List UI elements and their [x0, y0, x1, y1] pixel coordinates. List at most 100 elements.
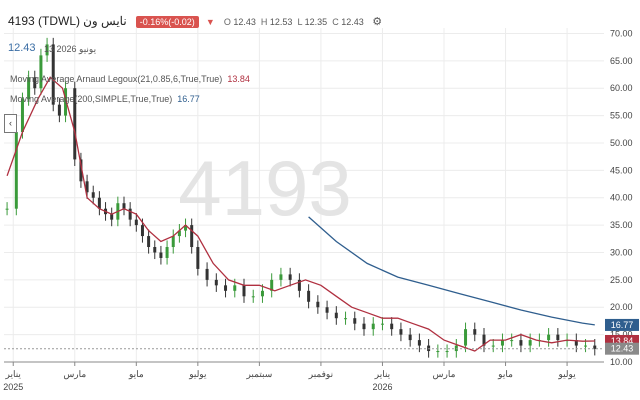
- y-tick-label: 60.00: [610, 83, 633, 93]
- candle-body: [390, 323, 394, 330]
- x-tick-label: سبتمبر: [245, 369, 272, 380]
- y-tick-label: 65.00: [610, 56, 633, 66]
- x-tick-label: مايو: [497, 369, 513, 380]
- candle-body: [5, 208, 9, 210]
- candle-body: [73, 88, 77, 160]
- x-tick-label: مارس: [63, 369, 86, 380]
- candle-body: [510, 340, 514, 342]
- alma-line: [6, 76, 595, 352]
- price-badge-ma2-text: 16.77: [611, 320, 634, 330]
- symbol-label: 4193 (TDWL): [8, 14, 81, 28]
- candle-body: [57, 104, 61, 116]
- candle-body: [464, 329, 468, 346]
- candle-body: [380, 323, 384, 325]
- candle-body: [334, 312, 338, 319]
- x-tick-label: يوليو: [188, 369, 207, 380]
- candle-body: [39, 55, 43, 89]
- y-tick-label: 50.00: [610, 138, 633, 148]
- candle-body: [547, 334, 551, 341]
- indicator-ma2-label: Moving Average(200,SIMPLE,True,True) 16.…: [10, 94, 200, 104]
- y-tick-label: 35.00: [610, 220, 633, 230]
- candle-body: [307, 290, 311, 302]
- candle-body: [260, 290, 264, 297]
- y-tick-label: 55.00: [610, 111, 633, 121]
- candle-body: [528, 340, 532, 346]
- candle-body: [316, 301, 320, 308]
- candle-body: [14, 132, 18, 209]
- ohlc-readout: O 12.43 H 12.53 L 12.35 C 12.43: [223, 17, 364, 27]
- y-tick-label: 30.00: [610, 247, 633, 257]
- candle-body: [251, 296, 255, 298]
- candle-body: [399, 329, 403, 335]
- x-tick-label: نوفمبر: [308, 369, 333, 380]
- y-tick-label: 70.00: [610, 28, 633, 38]
- candle-body: [417, 340, 421, 346]
- change-badge: -0.16%(-0.02): [135, 16, 199, 28]
- y-tick-label: 15.00: [610, 330, 633, 340]
- candle-body: [224, 285, 228, 291]
- candle-body: [51, 44, 55, 105]
- candle-body: [165, 247, 169, 258]
- price-badge-last: [605, 342, 639, 355]
- collapse-toggle-button[interactable]: ‹: [4, 114, 17, 133]
- date-label: 13 2026 يونيو: [44, 44, 97, 54]
- x-tick-year: 2025: [3, 382, 23, 392]
- candle-body: [122, 203, 126, 209]
- y-tick-label: 45.00: [610, 165, 633, 175]
- candle-body: [270, 279, 274, 291]
- candle-body: [159, 252, 163, 258]
- candle-body: [574, 340, 578, 346]
- candle-body: [233, 285, 237, 291]
- price-badge-ma2: [605, 318, 639, 331]
- candle-body: [20, 99, 24, 133]
- candle-body: [288, 274, 292, 280]
- candle-body: [593, 345, 597, 349]
- candle-body: [279, 274, 283, 280]
- y-tick-label: 40.00: [610, 193, 633, 203]
- candle-body: [147, 236, 151, 248]
- candle-body: [33, 77, 37, 89]
- candle-body: [45, 44, 49, 56]
- candle-body: [519, 340, 523, 346]
- y-tick-label: 20.00: [610, 302, 633, 312]
- candle-body: [134, 219, 138, 226]
- candle-body: [344, 318, 348, 320]
- indicator-lines: [4, 76, 604, 352]
- candle-body: [491, 345, 495, 347]
- watermark-text: 4193: [178, 144, 352, 232]
- candle-body: [445, 351, 449, 353]
- x-tick-label: يوليو: [557, 369, 576, 380]
- gear-icon[interactable]: ⚙: [372, 16, 383, 28]
- candle-body: [353, 318, 357, 324]
- company-name: نايس ون: [83, 14, 127, 28]
- price-badge-ma1-text: 13.84: [611, 336, 634, 346]
- candle-body: [584, 345, 588, 347]
- candle-body: [64, 88, 68, 116]
- candle-body: [97, 197, 101, 209]
- candle-body: [128, 208, 132, 220]
- candle-body: [325, 307, 329, 313]
- x-tick-label: يناير: [374, 369, 391, 380]
- candle-body: [408, 334, 412, 341]
- candle-body: [556, 334, 560, 341]
- price-badge-last-text: 12.43: [611, 344, 634, 354]
- candle-body: [153, 247, 157, 253]
- candle-body: [362, 323, 366, 330]
- candle-body: [91, 192, 95, 198]
- chart-header: 4193 (TDWL) نايس ون -0.16%(-0.02) ▼ O 12…: [8, 14, 382, 28]
- candle-body: [190, 225, 194, 248]
- candle-body: [214, 279, 218, 286]
- x-tick-label: مارس: [433, 369, 456, 380]
- y-tick-label: 10.00: [610, 357, 633, 367]
- y-axis: 10.00 15.00 20.00 25.00 30.00 35.00 40.00 45.00…: [610, 28, 633, 367]
- sma200-line: [308, 216, 595, 326]
- candle-body: [171, 236, 175, 248]
- indicator-ma1-label: Moving Average Arnaud Legoux(21,0.85,6,T…: [10, 74, 250, 84]
- candle-body: [79, 159, 83, 182]
- candle-body: [184, 225, 188, 231]
- candle-body: [371, 323, 375, 330]
- last-price-label: 12.43: [8, 42, 36, 54]
